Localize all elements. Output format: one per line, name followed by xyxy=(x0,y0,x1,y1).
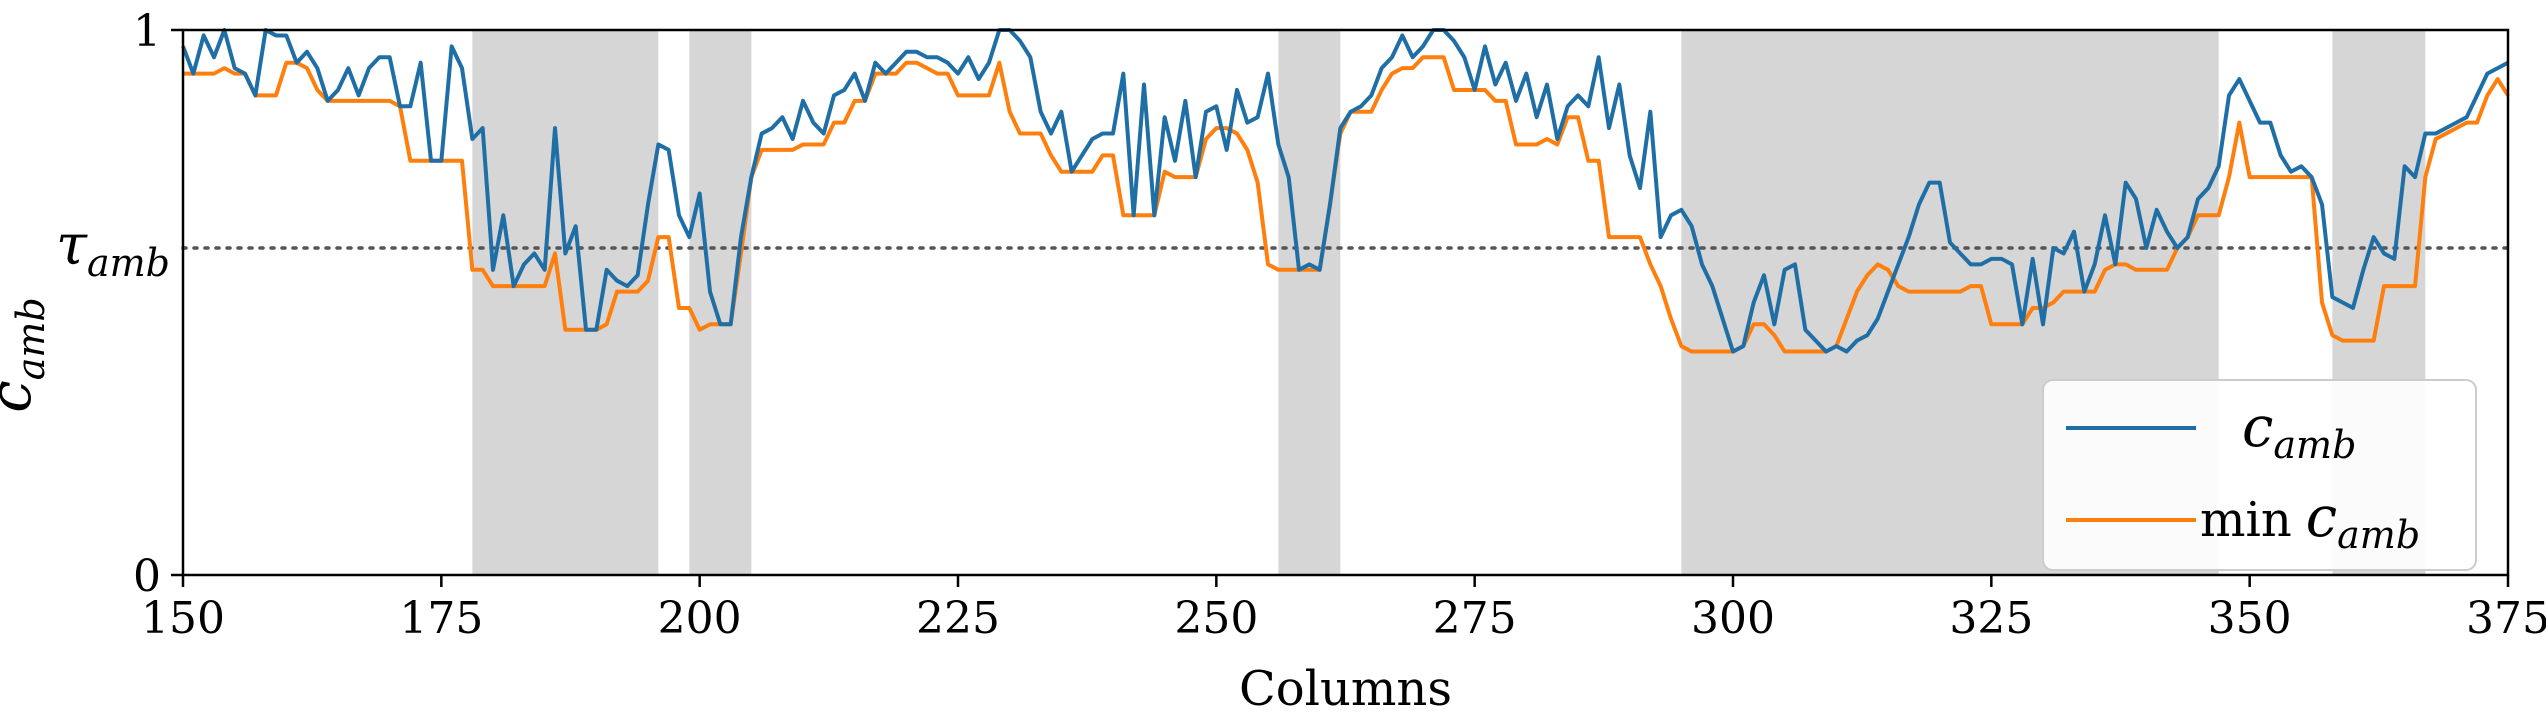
x-axis-ticks: 150 175 200 225 250 275 300 325 350 375 xyxy=(141,575,2546,644)
x-tick-label: 350 xyxy=(2208,593,2292,644)
svg-text:camb: camb xyxy=(0,297,53,413)
x-tick-label: 375 xyxy=(2466,593,2546,644)
x-tick-label: 200 xyxy=(658,593,742,644)
shaded-region xyxy=(472,30,659,575)
x-axis-label: Columns xyxy=(1239,661,1452,715)
series-layer xyxy=(181,28,2510,354)
x-tick-label: 300 xyxy=(1691,593,1775,644)
x-tick-label: 225 xyxy=(916,593,1000,644)
legend-label-min-c-amb: min camb xyxy=(2200,485,2420,557)
shaded-region xyxy=(1278,30,1341,575)
svg-text:τamb: τamb xyxy=(56,213,170,285)
x-tick-label: 150 xyxy=(141,593,225,644)
x-tick-label: 275 xyxy=(1433,593,1517,644)
y-axis-label: camb xyxy=(0,297,53,413)
series-line-c-amb xyxy=(181,28,2509,354)
y-tick-label: 1 xyxy=(133,6,161,57)
y-tick-label: 0 xyxy=(133,551,161,602)
plot-frame xyxy=(181,28,2510,577)
legend: camb min camb xyxy=(2042,379,2477,571)
x-tick-label: 250 xyxy=(1174,593,1258,644)
x-tick-label: 175 xyxy=(399,593,483,644)
y-axis-ticks: 01 xyxy=(133,6,183,602)
legend-label-c-amb: camb xyxy=(2242,395,2356,467)
threshold-label: τamb xyxy=(56,213,170,285)
shaded-region xyxy=(689,30,752,575)
x-tick-label: 325 xyxy=(1949,593,2033,644)
